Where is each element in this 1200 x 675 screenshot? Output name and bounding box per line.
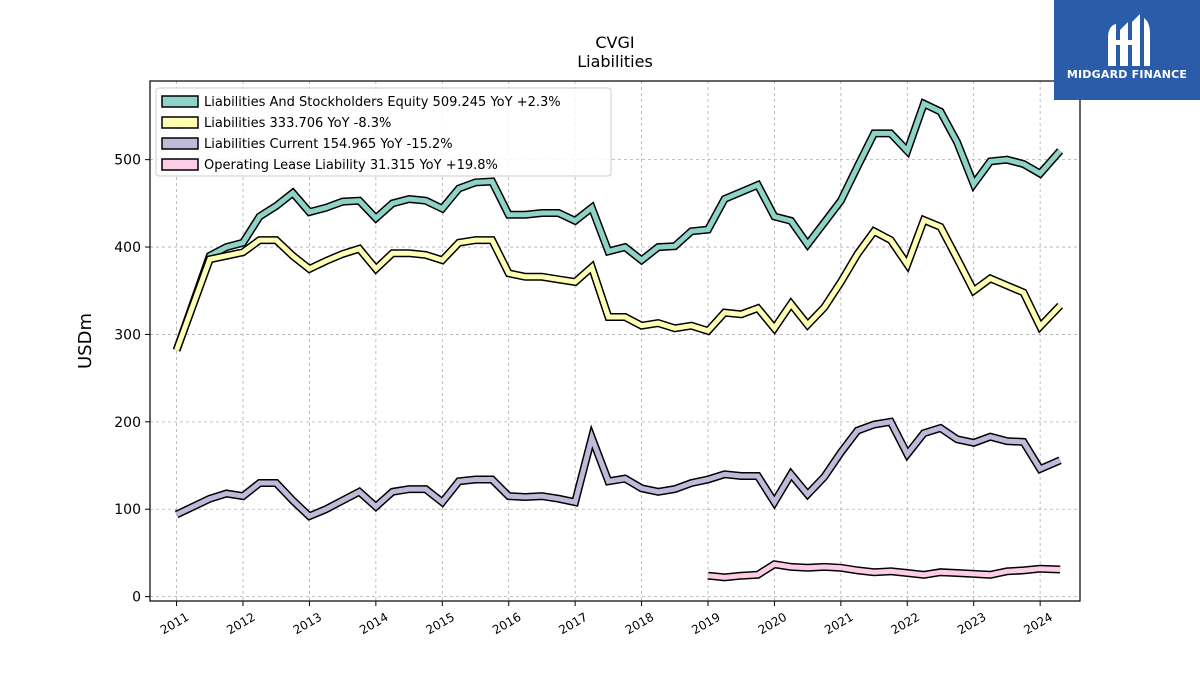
legend-swatch-2 [161,137,199,150]
legend-swatch-0 [161,95,199,108]
legend-box [155,87,612,177]
series-line-0 [174,100,1062,352]
series-layer [172,98,1064,582]
y-tick-label: 200 [114,415,141,431]
brand-logo: MIDGARD FINANCE [1054,0,1200,100]
x-tick-label: 2024 [1021,610,1054,637]
legend-swatch-1 [161,116,199,129]
y-tick-label: 300 [114,327,141,343]
y-tick-label: 500 [114,153,141,169]
x-tick-label: 2012 [224,610,257,637]
x-tick-label: 2022 [889,610,922,637]
legend-swatch-3 [161,158,199,171]
legend-label-0: Liabilities And Stockholders Equity 509.… [204,95,561,110]
legend-label-1: Liabilities 333.706 YoY -8.3% [204,116,391,131]
chart-title: CVGI [595,33,634,52]
x-tick-label: 2011 [158,610,191,637]
y-tick-label: 0 [132,590,141,606]
midgard-logo-icon [1108,14,1150,66]
y-tick-label: 400 [114,240,141,256]
series-line-3 [707,561,1061,580]
series-line-1 [174,216,1062,352]
x-tick-label: 2019 [689,610,722,637]
x-tick-label: 2017 [556,610,589,637]
y-tick-label: 100 [114,502,141,518]
x-tick-label: 2021 [822,610,855,637]
legend-label-3: Operating Lease Liability 31.315 YoY +19… [204,158,498,173]
x-tick-label: 2014 [357,610,390,637]
brand-name: MIDGARD FINANCE [1066,68,1188,81]
legend-label-2: Liabilities Current 154.965 YoY -15.2% [204,137,453,152]
series-line-2 [175,419,1062,520]
legend: Liabilities And Stockholders Equity 509.… [155,87,612,177]
plot-frame [149,80,1081,602]
x-tick-label: 2023 [955,610,988,637]
chart-subtitle: Liabilities [577,52,653,71]
x-tick-label: 2018 [623,610,656,637]
x-tick-label: 2015 [424,610,457,637]
y-axis-label: USDm [75,313,96,369]
x-tick-label: 2016 [490,610,523,637]
x-tick-label: 2020 [756,610,789,637]
x-tick-label: 2013 [291,610,324,637]
